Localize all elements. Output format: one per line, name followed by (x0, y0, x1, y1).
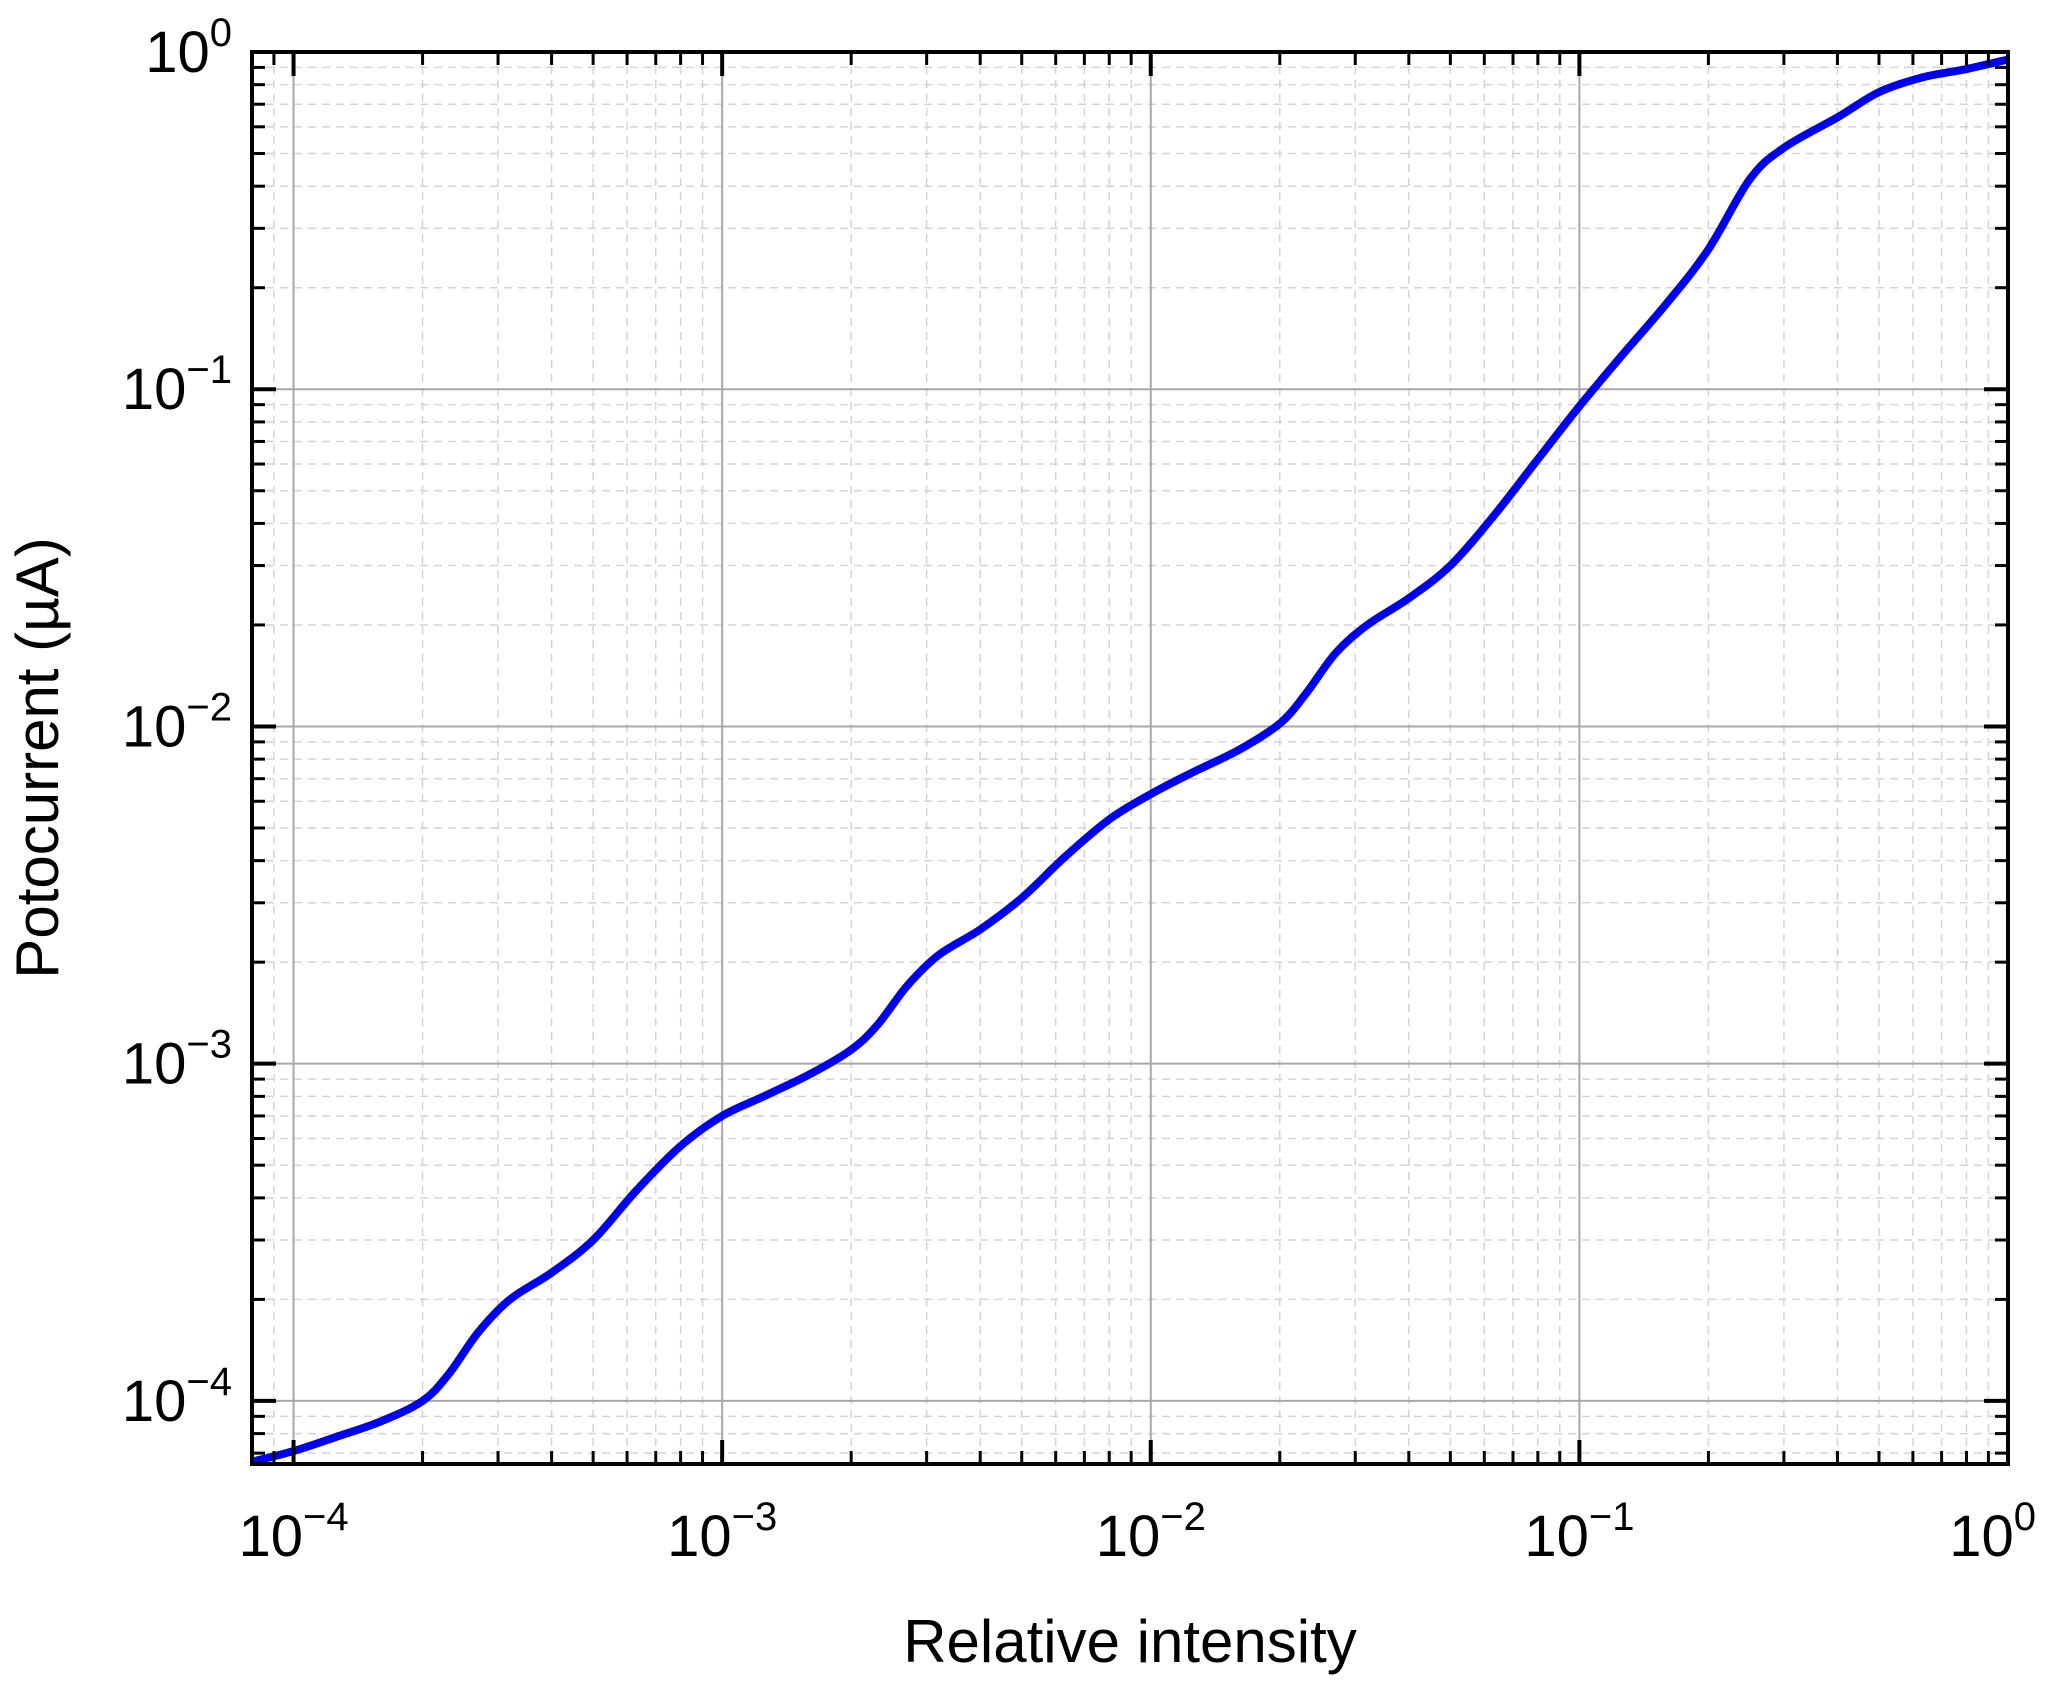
x-tick-label: 10−4 (238, 1495, 348, 1569)
plot-frame (250, 50, 2010, 1466)
y-tick-label: 100 (145, 11, 232, 85)
y-tick-labels: 10−4 10−3 10−2 10−1 100 (122, 11, 232, 1434)
x-tick-label: 10−1 (1524, 1495, 1634, 1569)
x-tick-label: 100 (1949, 1495, 2036, 1569)
grid-minor (251, 52, 2008, 1464)
x-tick-label: 10−3 (667, 1495, 777, 1569)
x-axis-title: Relative intensity (903, 1608, 1357, 1675)
x-tick-labels: 10−4 10−3 10−2 10−1 100 (238, 1495, 2036, 1569)
y-axis-title: Potocurrent (µA) (4, 537, 71, 978)
y-tick-label: 10−2 (122, 685, 232, 759)
y-tick-label: 10−1 (122, 348, 232, 422)
series-line-0 (252, 55, 2008, 1464)
x-tick-label: 10−2 (1096, 1495, 1206, 1569)
y-tick-label: 10−4 (122, 1360, 232, 1434)
y-tick-label: 10−3 (122, 1023, 232, 1097)
plot-series (252, 55, 2008, 1464)
